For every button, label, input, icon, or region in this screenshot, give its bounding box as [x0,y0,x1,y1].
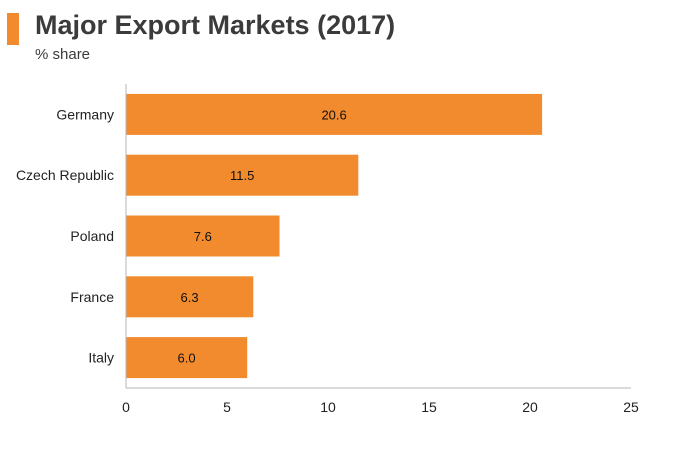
chart-subtitle: % share [35,46,91,63]
category-label: France [70,289,114,305]
value-label: 7.6 [194,229,212,244]
bar-italy [126,337,248,379]
value-label: 11.5 [230,168,254,183]
x-tick-label: 5 [223,399,231,415]
bar-czech-republic [126,154,359,196]
x-tick-label: 20 [522,399,538,415]
value-label: 6.3 [181,290,199,305]
bar-germany [126,93,543,135]
chart-title: Major Export Markets (2017) [35,10,396,40]
x-tick-label: 25 [623,399,639,415]
category-label: Germany [56,106,114,122]
x-tick-label: 15 [421,399,437,415]
category-label: Poland [70,228,114,244]
title-accent-bar [7,13,19,45]
x-tick-label: 10 [320,399,336,415]
x-tick-label: 0 [122,399,130,415]
bar-france [126,276,254,318]
category-label: Italy [88,350,114,366]
bar-poland [126,215,280,257]
value-label: 20.6 [321,107,346,122]
category-label: Czech Republic [16,167,114,183]
value-label: 6.0 [178,351,196,366]
